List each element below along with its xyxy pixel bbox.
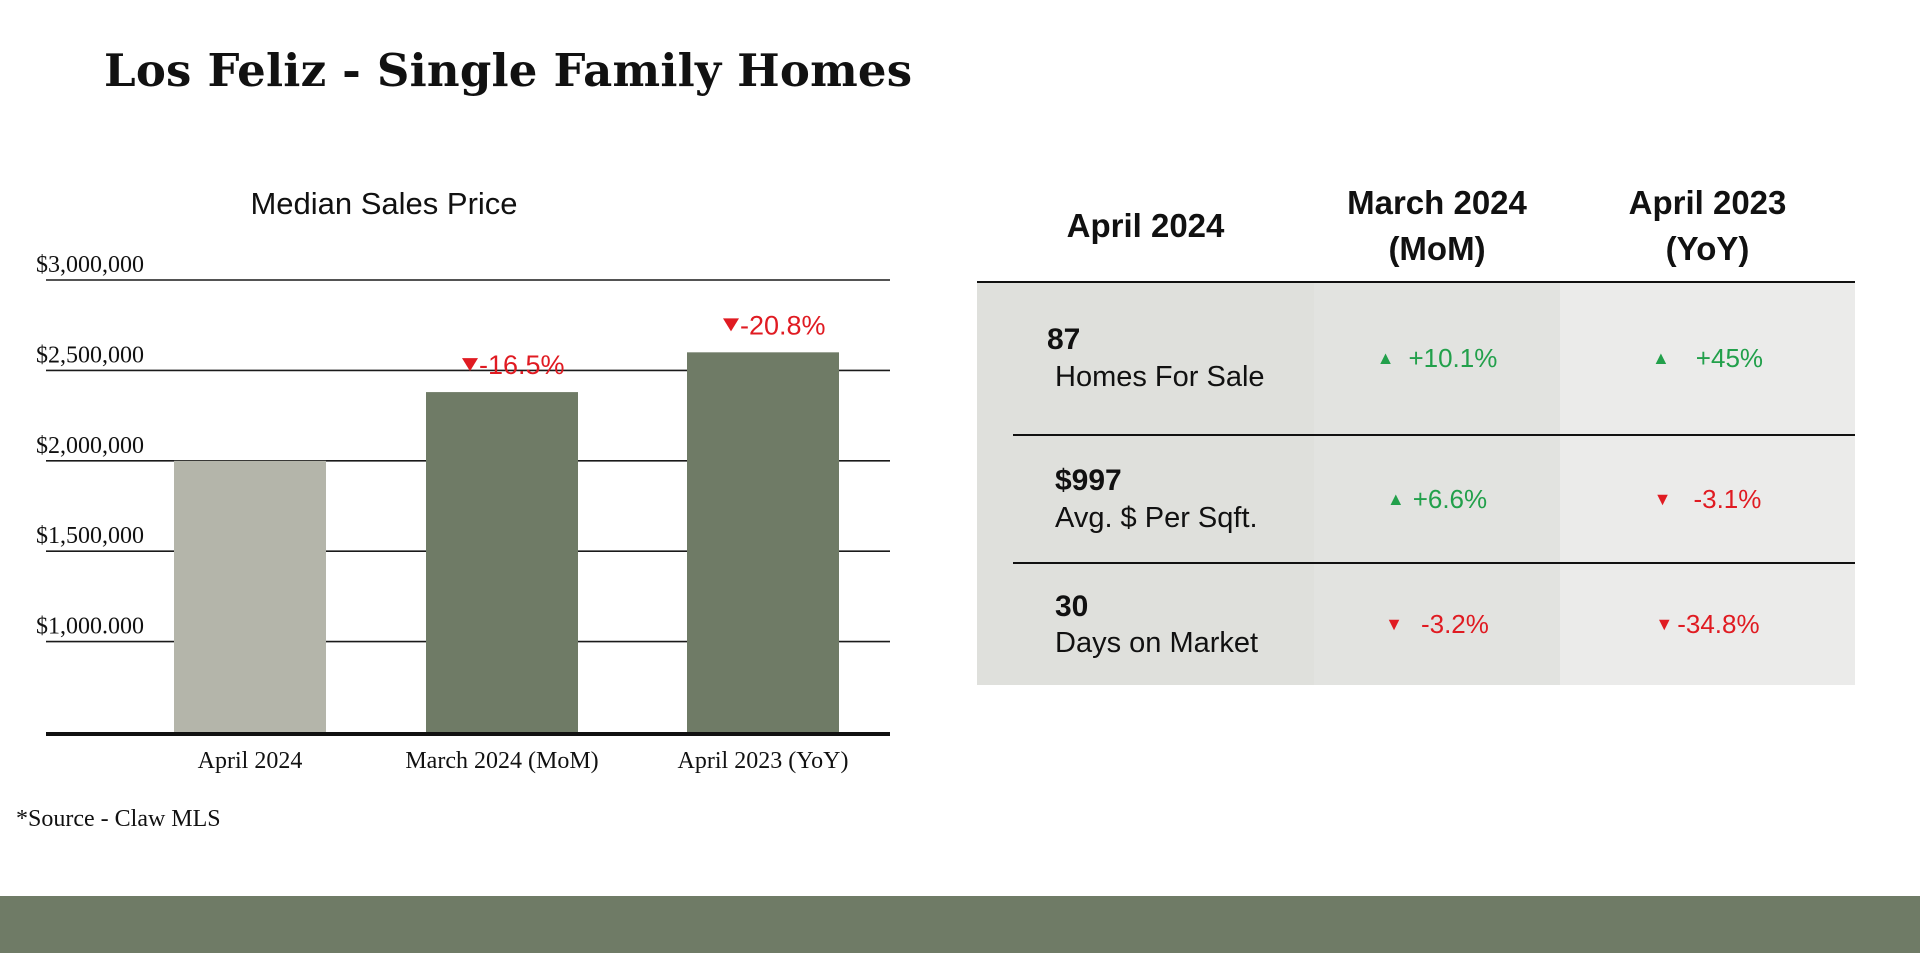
y-tick-label: $3,000,000 bbox=[36, 252, 144, 278]
metric-label: Avg. $ Per Sqft. bbox=[1055, 501, 1258, 534]
header-mom-line-2: (MoM) bbox=[1388, 230, 1486, 267]
metric-value: 30 bbox=[1055, 589, 1089, 623]
mom-change-value: +6.6% bbox=[1412, 483, 1488, 514]
x-tick-label: March 2024 (MoM) bbox=[405, 748, 598, 774]
table-row-price-per-sqft: $997 Avg. $ Per Sqft. ▲ +6.6% ▼ -3.1% bbox=[977, 436, 1855, 562]
y-tick-label: $1,000.000 bbox=[36, 614, 144, 640]
down-arrow-icon: ▼ bbox=[1653, 488, 1672, 509]
down-arrow-icon: ▼ bbox=[1655, 614, 1674, 634]
x-tick-label: April 2024 bbox=[198, 748, 303, 774]
metric-label: Days on Market bbox=[1055, 627, 1259, 660]
bar bbox=[687, 352, 839, 732]
column-background-yoy bbox=[1560, 282, 1855, 685]
y-tick-label: $2,000,000 bbox=[36, 433, 144, 459]
x-tick-label: April 2023 (YoY) bbox=[678, 748, 849, 774]
metric-cell: $997 Avg. $ Per Sqft. bbox=[1055, 436, 1258, 562]
mom-change-value: -3.2% bbox=[1420, 609, 1489, 639]
mom-change: ▲ +10.1% bbox=[1314, 282, 1560, 434]
header-current: April 2024 bbox=[977, 170, 1314, 282]
up-arrow-icon: ▲ bbox=[1651, 347, 1670, 368]
y-tick-label: $2,500,000 bbox=[36, 342, 144, 368]
header-mom-line-1: March 2024 bbox=[1347, 184, 1527, 222]
metric-cell: 87 Homes For Sale bbox=[1047, 282, 1265, 434]
page-title: Los Feliz - Single Family Homes bbox=[104, 44, 913, 97]
column-background-current bbox=[977, 282, 1314, 685]
yoy-change-value: +45% bbox=[1695, 342, 1764, 373]
metric-label: Homes For Sale bbox=[1055, 360, 1265, 393]
data-label: -20.8% bbox=[740, 310, 826, 340]
down-arrow-icon bbox=[462, 358, 478, 372]
down-arrow-icon bbox=[723, 318, 739, 332]
up-arrow-icon: ▲ bbox=[1376, 347, 1395, 368]
chart-title: Median Sales Price bbox=[250, 186, 517, 221]
source-note: *Source - Claw MLS bbox=[16, 806, 221, 832]
row-divider bbox=[1013, 434, 1855, 436]
metric-cell: 30 Days on Market bbox=[1055, 564, 1258, 685]
footer-band bbox=[0, 896, 1920, 953]
yoy-change: ▲ +45% bbox=[1560, 282, 1855, 434]
yoy-change-value: -3.1% bbox=[1693, 483, 1762, 514]
market-stats-table: April 2024 March 2024 (MoM) April 2023 (… bbox=[977, 170, 1855, 685]
header-yoy-line-1: April 2023 bbox=[1628, 184, 1787, 222]
data-label: -16.5% bbox=[479, 350, 565, 380]
header-divider bbox=[977, 281, 1855, 283]
table-row-homes-for-sale: 87 Homes For Sale ▲ +10.1% ▲ +45% bbox=[977, 282, 1855, 434]
median-sales-price-chart: Median Sales Price $1,000.000 $1,500,000 $2… bbox=[36, 186, 890, 774]
metric-value: $997 bbox=[1055, 464, 1122, 498]
up-arrow-icon: ▲ bbox=[1386, 488, 1405, 509]
mom-change: ▲ +6.6% bbox=[1314, 436, 1560, 562]
yoy-change: ▼ -34.8% bbox=[1560, 564, 1855, 685]
column-background-mom bbox=[1314, 282, 1560, 685]
header-yoy: April 2023 (YoY) bbox=[1560, 170, 1855, 282]
mom-change-value: +10.1% bbox=[1408, 342, 1498, 373]
header-mom: March 2024 (MoM) bbox=[1314, 170, 1560, 282]
bar bbox=[174, 460, 326, 732]
yoy-change-value: -34.8% bbox=[1677, 609, 1760, 639]
mom-change: ▼ -3.2% bbox=[1314, 564, 1560, 685]
table-row-days-on-market: 30 Days on Market ▼ -3.2% ▼ -34.8% bbox=[977, 564, 1855, 685]
metric-value: 87 bbox=[1047, 323, 1081, 357]
header-current-line-1: April 2024 bbox=[1066, 207, 1225, 245]
down-arrow-icon: ▼ bbox=[1385, 614, 1403, 634]
header-yoy-line-2: (YoY) bbox=[1665, 230, 1750, 267]
yoy-change: ▼ -3.1% bbox=[1560, 436, 1855, 562]
row-divider bbox=[1013, 562, 1855, 564]
bar bbox=[426, 392, 578, 732]
y-tick-label: $1,500,000 bbox=[36, 523, 144, 549]
